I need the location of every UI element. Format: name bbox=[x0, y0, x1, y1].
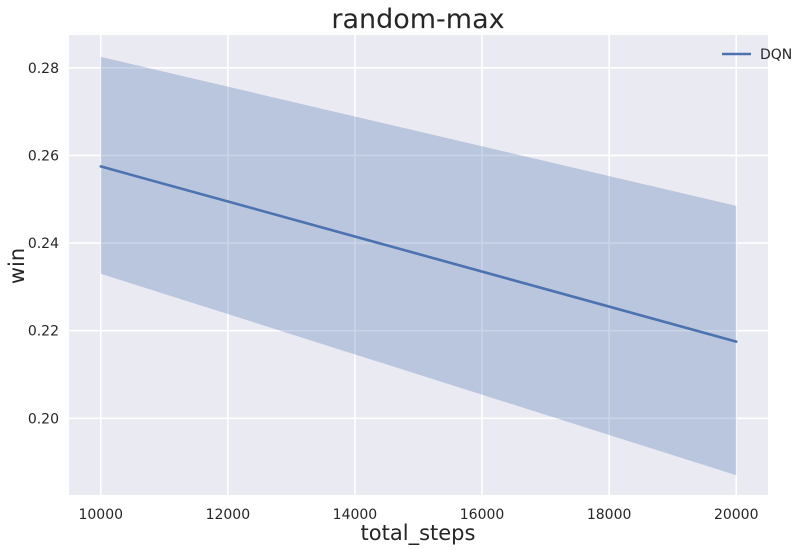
x-axis-label: total_steps bbox=[361, 521, 476, 546]
y-tick-labels: 0.20 0.22 0.24 0.26 0.28 bbox=[28, 61, 59, 427]
y-tick-label: 0.22 bbox=[28, 324, 59, 340]
y-tick-label: 0.24 bbox=[28, 236, 59, 252]
y-tick-label: 0.26 bbox=[28, 148, 59, 164]
y-tick-label: 0.20 bbox=[28, 411, 59, 427]
grid bbox=[69, 35, 768, 495]
confidence-bands bbox=[100, 56, 737, 476]
y-tick-label: 0.28 bbox=[28, 61, 59, 77]
x-tick-label: 20000 bbox=[714, 507, 759, 523]
y-axis-label: win bbox=[5, 248, 29, 284]
series-lines bbox=[99, 165, 738, 343]
x-tick-labels: 10000 12000 14000 16000 18000 20000 bbox=[78, 507, 758, 523]
x-tick-label: 10000 bbox=[78, 507, 123, 523]
x-tick-label: 12000 bbox=[206, 507, 251, 523]
legend: DQN bbox=[722, 47, 792, 63]
x-tick-label: 18000 bbox=[587, 507, 632, 523]
x-tick-label: 16000 bbox=[460, 507, 505, 523]
confidence-band bbox=[100, 56, 737, 476]
x-tick-label: 14000 bbox=[333, 507, 378, 523]
series-line bbox=[99, 165, 738, 343]
legend-label: DQN bbox=[760, 47, 792, 63]
chart-title: random-max bbox=[331, 4, 504, 35]
